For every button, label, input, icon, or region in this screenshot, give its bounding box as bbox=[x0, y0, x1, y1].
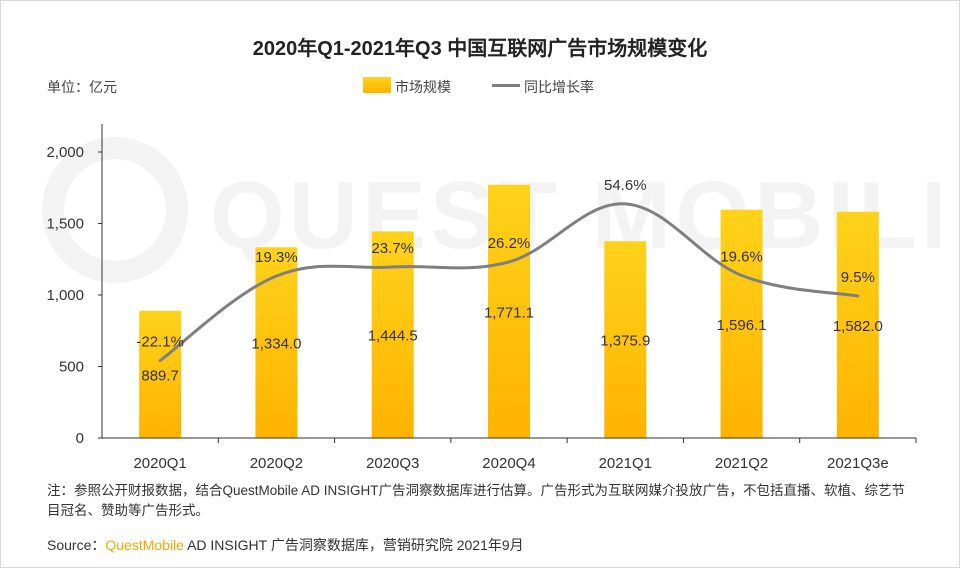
x-tick-label: 2020Q4 bbox=[482, 455, 535, 472]
unit-label: 单位：亿元 bbox=[47, 79, 117, 95]
chart-title: 2020年Q1-2021年Q3 中国互联网广告市场规模变化 bbox=[252, 38, 708, 60]
y-tick-label: 2,000 bbox=[46, 144, 84, 161]
growth-rate-label: 19.6% bbox=[720, 248, 763, 265]
y-tick-label: 1,500 bbox=[46, 216, 84, 233]
bar bbox=[139, 310, 182, 438]
bar-value-label: 1,596.1 bbox=[717, 317, 767, 334]
source-prefix: Source： bbox=[47, 537, 106, 553]
x-tick-label: 2020Q3 bbox=[366, 455, 419, 472]
bar-value-label: 1,444.5 bbox=[368, 328, 418, 345]
y-tick-label: 0 bbox=[76, 430, 84, 447]
legend-line-swatch bbox=[492, 84, 520, 87]
chart-plot: 0 500 1,000 1,500 2,000 2020Q1 2020Q2 2020Q3 202… bbox=[46, 124, 917, 472]
growth-rate-label: 9.5% bbox=[841, 269, 875, 286]
footnote: 注：参照公开财报数据，结合QuestMobile AD INSIGHT广告洞察数… bbox=[47, 483, 906, 518]
bar-value-label: 1,334.0 bbox=[251, 336, 301, 353]
source-rest: AD INSIGHT 广告洞察数据库，营销研究院 2021年9月 bbox=[183, 537, 524, 553]
source-brand: QuestMobile bbox=[105, 537, 184, 553]
source-line: Source：QuestMobile AD INSIGHT 广告洞察数据库，营销… bbox=[47, 535, 524, 555]
bar-value-label: 1,375.9 bbox=[600, 333, 650, 350]
growth-rate-label: 26.2% bbox=[488, 235, 531, 252]
bar bbox=[255, 247, 298, 438]
x-tick-label: 2021Q1 bbox=[599, 455, 652, 472]
bar bbox=[720, 209, 763, 438]
bar-value-label: 1,582.0 bbox=[833, 318, 883, 335]
x-tick-label: 2021Q3e bbox=[827, 455, 889, 472]
growth-rate-label: 54.6% bbox=[604, 177, 647, 194]
bar bbox=[836, 211, 879, 438]
x-tick-label: 2020Q2 bbox=[250, 455, 303, 472]
bar bbox=[488, 184, 530, 438]
bar bbox=[371, 231, 414, 438]
bar-value-label: 889.7 bbox=[141, 367, 179, 384]
legend-bar-swatch bbox=[363, 77, 391, 93]
growth-rate-label: -22.1% bbox=[136, 334, 184, 351]
bar bbox=[604, 241, 647, 438]
x-tick-label: 2021Q2 bbox=[715, 455, 768, 472]
y-tick-label: 1,000 bbox=[46, 287, 84, 304]
growth-rate-label: 23.7% bbox=[371, 240, 414, 257]
y-tick-label: 500 bbox=[59, 359, 84, 376]
bar-value-label: 1,771.1 bbox=[484, 304, 534, 321]
legend-bar-label: 市场规模 bbox=[395, 79, 451, 95]
legend-line-label: 同比增长率 bbox=[524, 79, 594, 95]
growth-rate-label: 19.3% bbox=[255, 249, 298, 266]
x-tick-label: 2020Q1 bbox=[133, 455, 186, 472]
